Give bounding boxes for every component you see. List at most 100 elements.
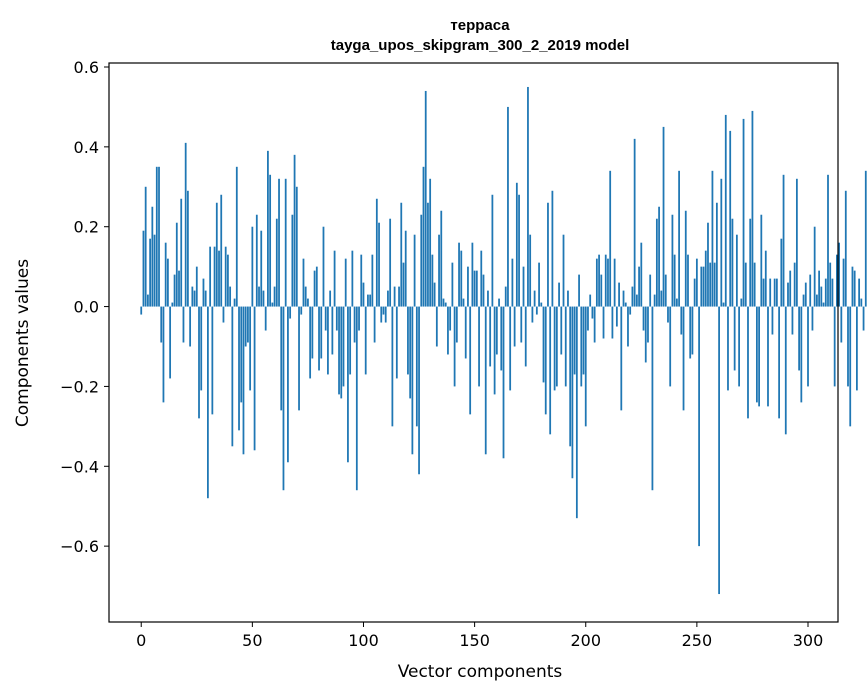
bar-243 xyxy=(680,306,683,335)
bar-106 xyxy=(375,198,378,307)
bar-187 xyxy=(555,306,558,387)
bar-103 xyxy=(369,294,372,307)
bar-276 xyxy=(753,262,756,307)
bar-68 xyxy=(291,214,294,307)
bar-104 xyxy=(371,254,374,307)
bar-201 xyxy=(587,306,589,331)
bar-251 xyxy=(698,306,700,547)
chart-title-line1: терраса xyxy=(450,17,510,34)
bar-29 xyxy=(204,290,207,307)
bar-198 xyxy=(580,306,583,387)
bar-261 xyxy=(720,178,723,307)
bar-48 xyxy=(247,306,249,343)
bar-36 xyxy=(220,194,223,307)
bar-169 xyxy=(515,182,518,307)
bar-237 xyxy=(667,306,669,323)
bar-224 xyxy=(638,266,640,307)
bar-30 xyxy=(207,306,209,499)
bar-171 xyxy=(520,306,523,343)
bar-23 xyxy=(191,286,194,307)
bar-272 xyxy=(744,262,747,307)
y-tick-label: 0.4 xyxy=(74,138,99,157)
bar-163 xyxy=(502,306,505,459)
bar-137 xyxy=(444,302,447,307)
bar-280 xyxy=(762,278,765,307)
bar-90 xyxy=(340,306,343,399)
bar-193 xyxy=(569,306,572,447)
bar-202 xyxy=(589,294,592,307)
bar-291 xyxy=(787,282,789,307)
bar-84 xyxy=(327,306,329,375)
bar-93 xyxy=(347,306,349,463)
bar-256 xyxy=(709,262,712,307)
bar-138 xyxy=(447,306,449,355)
bar-283 xyxy=(769,278,772,307)
bar-168 xyxy=(513,306,516,347)
bar-175 xyxy=(529,234,532,307)
bar-266 xyxy=(731,218,734,307)
bar-212 xyxy=(611,306,614,339)
bar-216 xyxy=(620,306,623,411)
bar-183 xyxy=(547,202,549,307)
bar-108 xyxy=(380,306,383,323)
bar-37 xyxy=(222,306,225,323)
bar-227 xyxy=(644,306,647,363)
bar-56 xyxy=(264,306,267,331)
bar-249 xyxy=(693,278,696,307)
bar-226 xyxy=(642,306,645,331)
bar-322 xyxy=(856,306,858,391)
bar-240 xyxy=(673,254,676,307)
bar-46 xyxy=(242,306,245,455)
bar-309 xyxy=(827,174,829,307)
bar-208 xyxy=(602,306,605,339)
bar-136 xyxy=(442,298,445,307)
bar-13 xyxy=(169,306,172,379)
bar-257 xyxy=(711,170,714,307)
bar-25 xyxy=(195,266,198,307)
bar-228 xyxy=(647,306,649,343)
bar-158 xyxy=(491,194,494,307)
bar-274 xyxy=(749,218,752,307)
bar-239 xyxy=(671,214,674,307)
bar-277 xyxy=(755,306,758,403)
bar-128 xyxy=(424,90,427,307)
bars-group xyxy=(140,86,867,595)
bar-217 xyxy=(622,290,625,307)
bar-99 xyxy=(360,254,363,307)
bar-55 xyxy=(262,290,265,307)
bar-76 xyxy=(309,306,312,379)
bar-146 xyxy=(464,306,467,359)
bar-33 xyxy=(213,246,216,307)
bar-116 xyxy=(398,286,400,307)
bar-196 xyxy=(575,306,578,519)
bar-73 xyxy=(302,258,305,307)
bar-102 xyxy=(367,294,369,307)
bar-141 xyxy=(453,306,456,387)
bar-244 xyxy=(682,306,685,411)
bar-259 xyxy=(715,202,718,307)
bar-195 xyxy=(573,306,576,375)
x-tick-label: 200 xyxy=(570,631,601,650)
bar-318 xyxy=(847,306,849,387)
bar-153 xyxy=(480,250,483,307)
bar-140 xyxy=(451,262,454,307)
bar-10 xyxy=(162,306,165,403)
bar-165 xyxy=(507,106,509,307)
bar-252 xyxy=(700,266,703,307)
bar-142 xyxy=(455,306,458,343)
bar-44 xyxy=(238,306,240,431)
y-tick-label: 0.0 xyxy=(74,298,99,317)
bar-131 xyxy=(431,254,434,307)
bar-16 xyxy=(175,222,178,307)
bar-253 xyxy=(702,266,705,307)
bar-295 xyxy=(795,178,798,307)
bar-293 xyxy=(791,306,794,335)
bar-173 xyxy=(524,306,527,367)
bar-151 xyxy=(475,270,478,307)
bar-288 xyxy=(780,238,783,307)
bar-233 xyxy=(658,206,660,307)
bar-152 xyxy=(478,306,480,387)
bar-167 xyxy=(511,258,514,307)
bar-53 xyxy=(258,286,260,307)
bar-54 xyxy=(260,230,263,307)
